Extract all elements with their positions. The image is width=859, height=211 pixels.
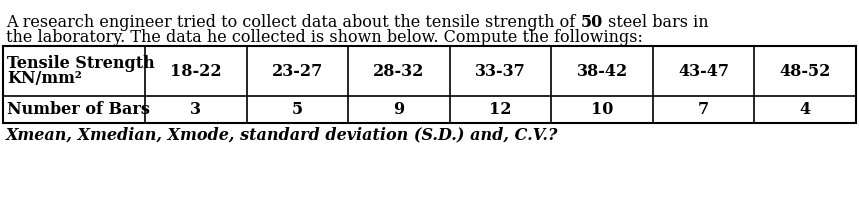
Text: 12: 12: [490, 101, 512, 118]
Text: A research engineer tried to collect data about the tensile strength of: A research engineer tried to collect dat…: [6, 14, 581, 31]
Text: steel bars in: steel bars in: [603, 14, 709, 31]
Text: 5: 5: [292, 101, 303, 118]
Text: Tensile Strength: Tensile Strength: [7, 55, 155, 72]
Bar: [3, 46, 856, 123]
Text: 4: 4: [800, 101, 811, 118]
Text: 7: 7: [698, 101, 710, 118]
Text: the laboratory. The data he collected is shown below. Compute the followings:: the laboratory. The data he collected is…: [6, 29, 643, 46]
Text: 9: 9: [393, 101, 405, 118]
Text: 28-32: 28-32: [374, 62, 424, 80]
Text: 18-22: 18-22: [170, 62, 222, 80]
Text: 50: 50: [581, 14, 603, 31]
Text: 48-52: 48-52: [779, 62, 831, 80]
Text: Xmean, Xmedian, Xmode, standard deviation (S.D.) and, C.V.?: Xmean, Xmedian, Xmode, standard deviatio…: [6, 126, 558, 143]
Text: KN/mm²: KN/mm²: [7, 70, 82, 87]
Text: 23-27: 23-27: [271, 62, 323, 80]
Text: 43-47: 43-47: [678, 62, 729, 80]
Text: 33-37: 33-37: [475, 62, 526, 80]
Text: 3: 3: [191, 101, 201, 118]
Text: 10: 10: [591, 101, 613, 118]
Text: 38-42: 38-42: [576, 62, 628, 80]
Text: Number of Bars: Number of Bars: [7, 101, 149, 118]
